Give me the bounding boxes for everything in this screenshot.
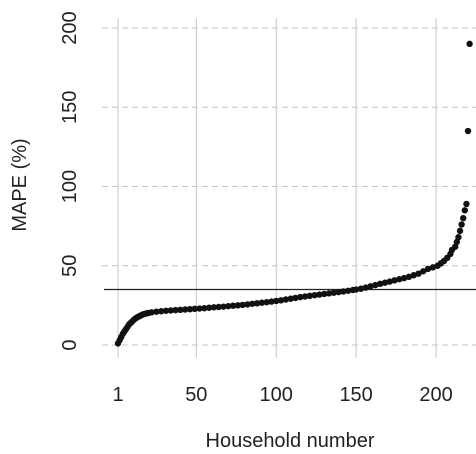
data-point-78 bbox=[420, 268, 427, 275]
data-point-91 bbox=[458, 221, 465, 228]
data-point-38 bbox=[229, 302, 237, 309]
data-point-37 bbox=[225, 302, 232, 310]
data-point-49 bbox=[282, 296, 290, 303]
data-point-36 bbox=[220, 303, 227, 310]
data-point-73 bbox=[396, 276, 403, 283]
data-point-29 bbox=[186, 305, 194, 313]
y-tick-label-0: 0 bbox=[59, 339, 81, 350]
x-tick-label-150: 150 bbox=[339, 384, 372, 406]
grid bbox=[102, 18, 476, 358]
data-point-25 bbox=[167, 307, 174, 314]
data-point-44 bbox=[258, 299, 266, 306]
data-point-71 bbox=[386, 278, 393, 285]
data-point-92 bbox=[460, 215, 467, 222]
data-point-23 bbox=[157, 308, 165, 315]
data-point-50 bbox=[287, 295, 294, 302]
data-point-34 bbox=[210, 304, 218, 311]
data-point-28 bbox=[181, 306, 189, 313]
y-tick-label-150: 150 bbox=[59, 91, 81, 124]
data-point-69 bbox=[376, 280, 384, 288]
data-point-55 bbox=[311, 292, 318, 299]
x-tick-label-1: 1 bbox=[112, 384, 123, 406]
data-point-60 bbox=[335, 288, 342, 296]
data-point-70 bbox=[381, 279, 389, 286]
data-point-96 bbox=[466, 40, 473, 48]
data-point-94 bbox=[463, 200, 470, 208]
data-point-95 bbox=[464, 127, 472, 135]
data-point-62 bbox=[344, 287, 352, 294]
data-point-54 bbox=[306, 292, 313, 300]
data-point-46 bbox=[268, 298, 275, 305]
data-point-53 bbox=[301, 293, 309, 300]
x-tick-label-50: 50 bbox=[185, 384, 207, 406]
data-point-42 bbox=[249, 300, 256, 307]
x-tick-labels: 1 50 100 150 200 bbox=[112, 384, 452, 406]
x-axis-label: Household number bbox=[206, 430, 375, 452]
data-point-59 bbox=[330, 289, 337, 296]
data-point-56 bbox=[316, 291, 323, 298]
data-point-31 bbox=[196, 305, 203, 312]
data-point-41 bbox=[244, 301, 251, 308]
data-point-43 bbox=[253, 300, 261, 307]
data-point-21 bbox=[148, 309, 155, 316]
data-point-39 bbox=[234, 302, 242, 309]
data-point-24 bbox=[162, 307, 170, 314]
data-point-45 bbox=[263, 299, 270, 306]
data-points bbox=[114, 40, 473, 347]
y-tick-label-200: 200 bbox=[59, 11, 81, 44]
data-point-66 bbox=[362, 284, 369, 291]
data-point-67 bbox=[367, 283, 374, 290]
data-point-32 bbox=[201, 305, 208, 312]
data-point-65 bbox=[357, 285, 365, 292]
data-point-57 bbox=[320, 290, 328, 298]
y-axis-label: MAPE (%) bbox=[9, 138, 31, 231]
x-tick-label-200: 200 bbox=[419, 384, 452, 406]
data-point-90 bbox=[456, 227, 464, 235]
data-point-64 bbox=[352, 286, 360, 293]
data-point-51 bbox=[292, 294, 299, 302]
data-point-26 bbox=[172, 306, 179, 314]
y-tick-label-50: 50 bbox=[59, 255, 81, 277]
data-point-30 bbox=[191, 305, 198, 313]
data-point-40 bbox=[239, 301, 246, 309]
data-point-72 bbox=[391, 277, 398, 284]
data-point-48 bbox=[277, 297, 285, 304]
data-point-27 bbox=[177, 306, 184, 314]
data-point-35 bbox=[215, 303, 222, 311]
data-point-33 bbox=[205, 304, 213, 311]
data-point-93 bbox=[461, 207, 469, 214]
data-point-74 bbox=[400, 274, 408, 282]
data-point-68 bbox=[372, 281, 379, 289]
data-point-52 bbox=[296, 293, 304, 301]
data-point-61 bbox=[340, 288, 347, 295]
data-point-58 bbox=[325, 290, 333, 297]
y-tick-label-100: 100 bbox=[59, 170, 81, 203]
data-point-22 bbox=[153, 308, 160, 315]
data-point-77 bbox=[415, 270, 422, 277]
y-tick-labels: 0 50 100 150 200 bbox=[59, 11, 81, 350]
data-point-47 bbox=[273, 297, 280, 305]
x-tick-label-100: 100 bbox=[260, 384, 293, 406]
data-point-89 bbox=[455, 234, 462, 241]
